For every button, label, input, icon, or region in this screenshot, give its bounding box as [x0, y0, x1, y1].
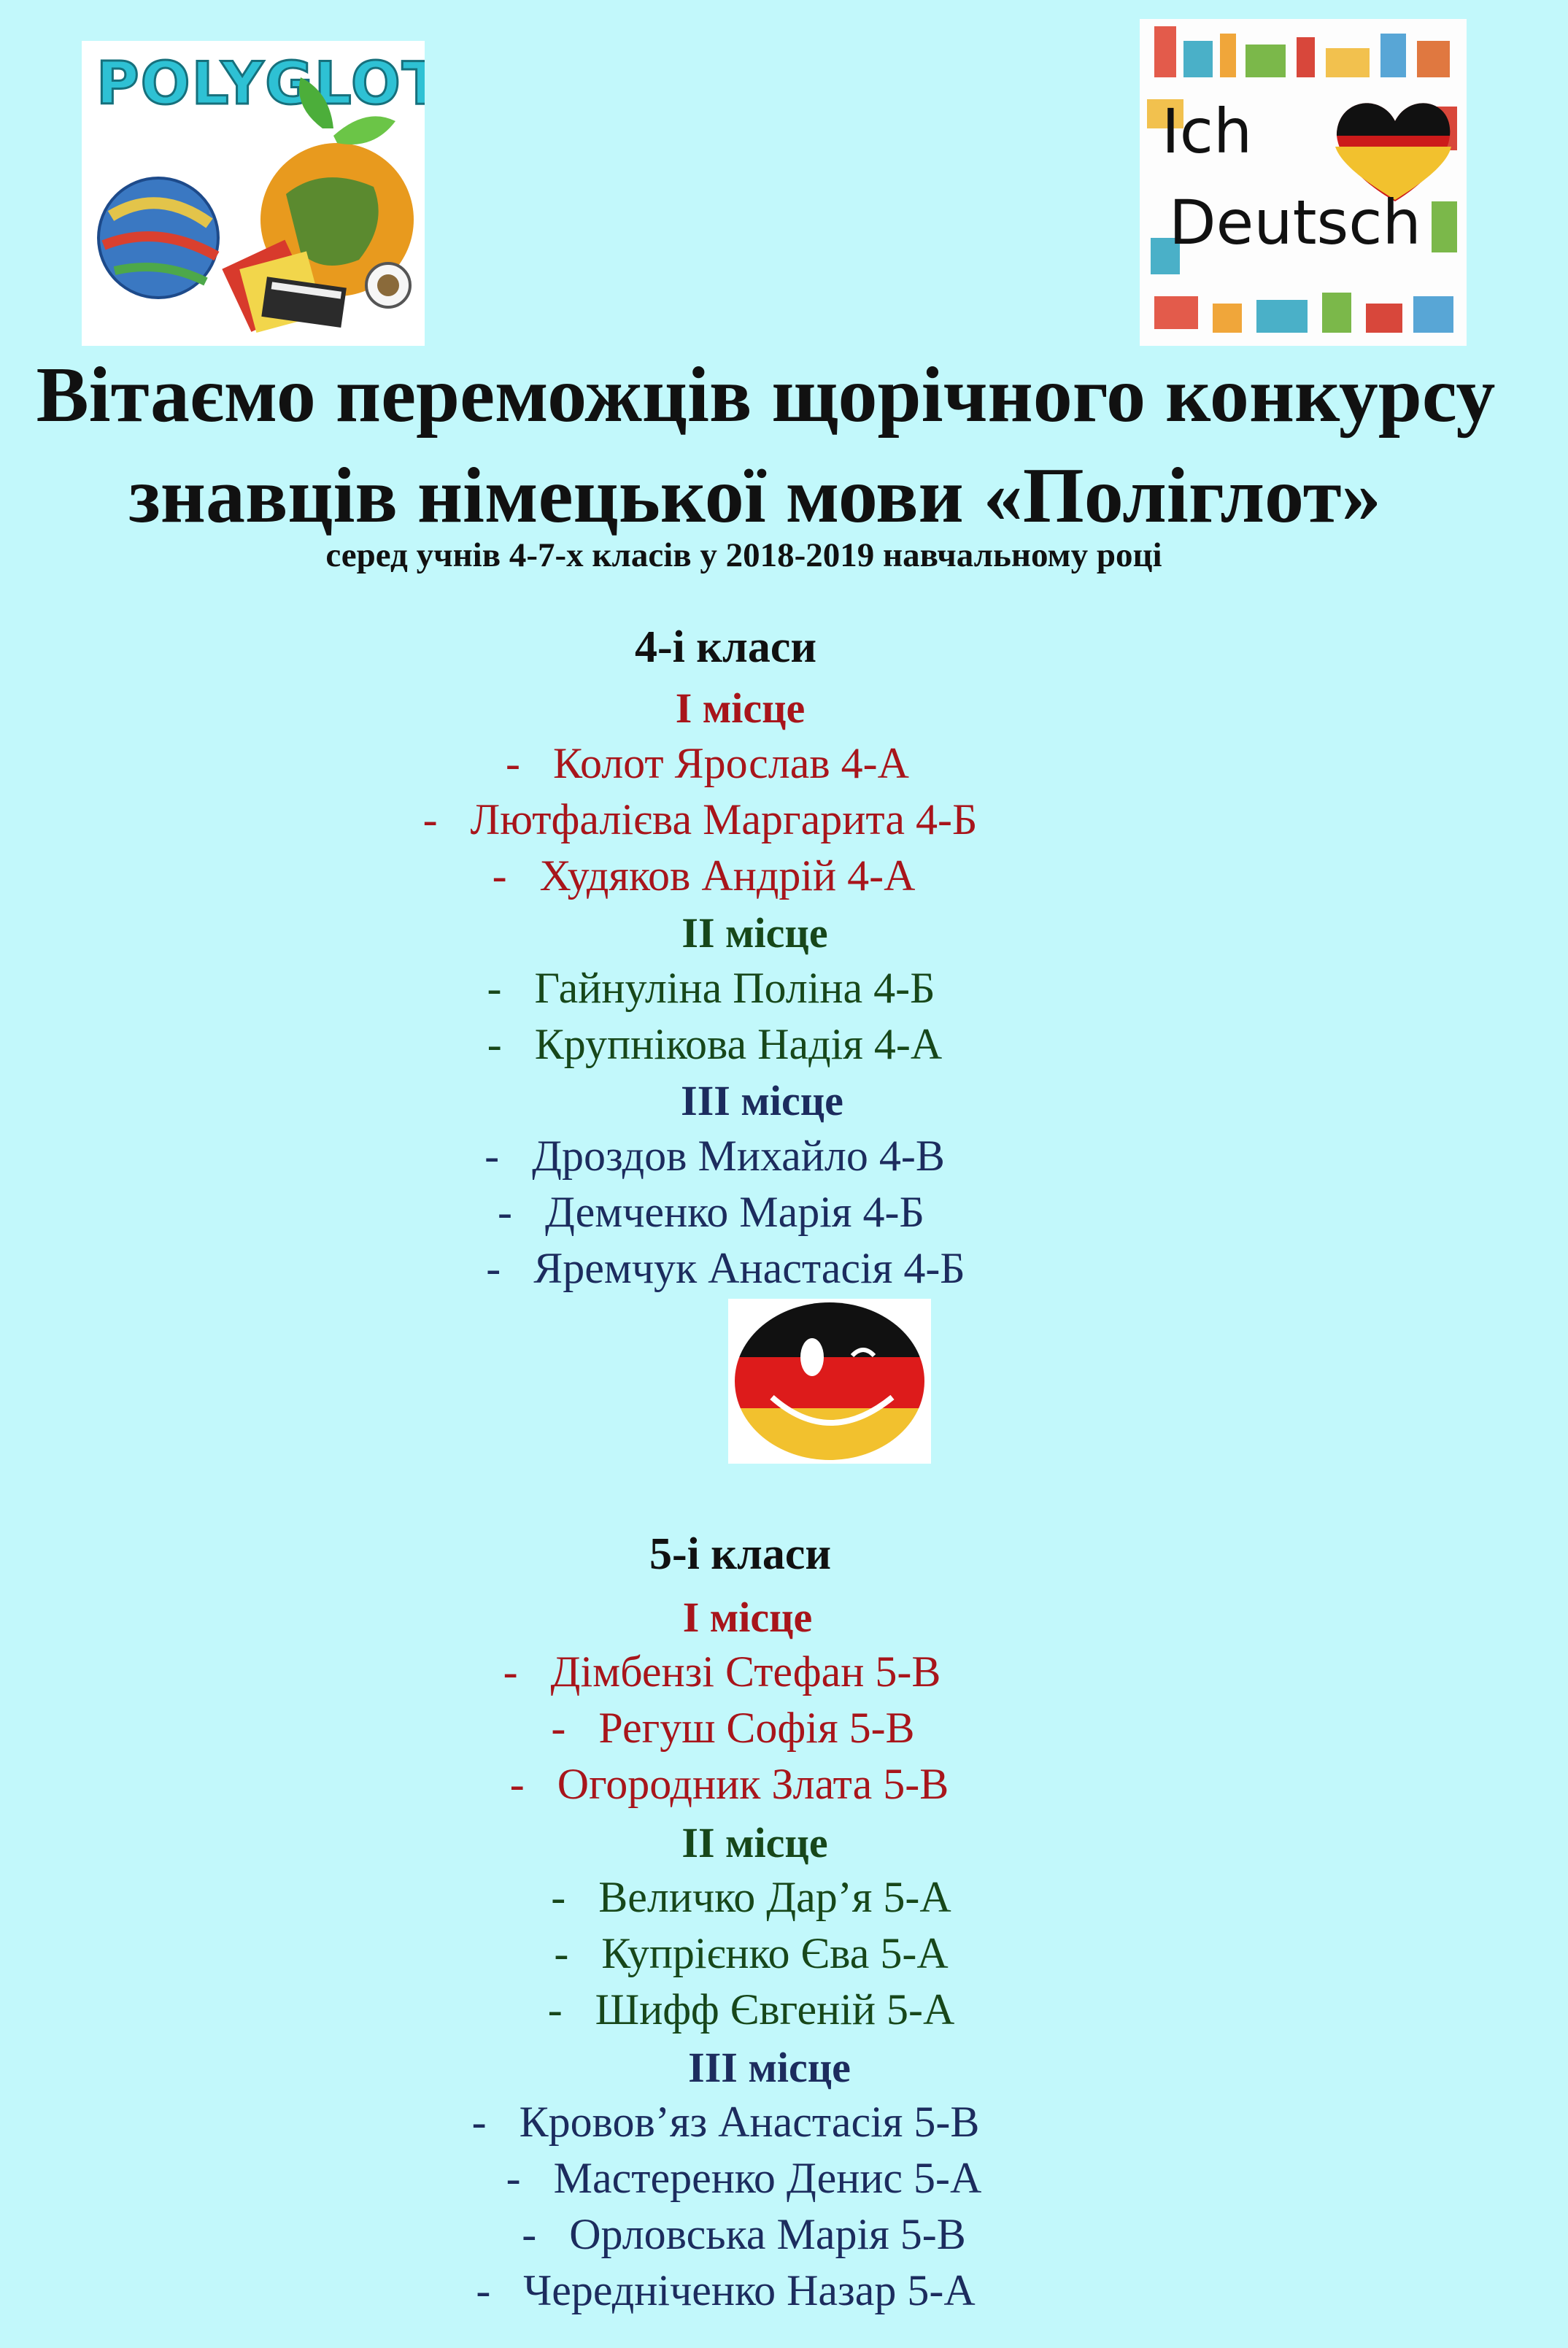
- place-label-first: I місце: [682, 1594, 813, 1641]
- deutsch-text: Deutsch: [1169, 187, 1421, 258]
- winner-entry: - Кровов’яз Анастасія 5-В: [471, 2098, 980, 2146]
- winner-entry: - Крупнікова Надія 4-А: [487, 1020, 943, 1068]
- winner-entry: - Величко Дар’я 5-А: [551, 1873, 951, 1921]
- german-flag-smiley-icon: [735, 1302, 924, 1460]
- place-label-third: III місце: [688, 2044, 851, 2091]
- polyglot-logo: POLYGLOT: [82, 41, 425, 346]
- page-subtitle: серед учнів 4-7-х класів у 2018-2019 нав…: [325, 536, 1162, 574]
- winner-entry: - Огородник Злата 5-В: [509, 1760, 949, 1808]
- winner-entry: - Купрієнко Єва 5-А: [554, 1929, 949, 1977]
- winner-entry: - Дроздов Михайло 4-В: [484, 1132, 945, 1180]
- place-label-third: III місце: [681, 1077, 843, 1124]
- travel-collage-icon: [1147, 26, 1457, 333]
- section-heading-grade5: 5-і класи: [649, 1529, 832, 1579]
- winner-entry: - Колот Ярослав 4-А: [506, 739, 909, 787]
- winner-entry: - Регуш Софія 5-В: [551, 1704, 915, 1752]
- winner-entry: - Орловська Марія 5-В: [522, 2210, 966, 2258]
- winner-entry: - Дімбензі Стефан 5-В: [503, 1648, 941, 1696]
- german-flag-smiley-image: [728, 1299, 931, 1464]
- winner-entry: - Яремчук Анастасія 4-Б: [486, 1244, 965, 1292]
- ich-deutsch-logo: Ich Deutsch: [1140, 19, 1467, 346]
- winner-entry: - Шифф Євгеній 5-А: [547, 1985, 955, 2034]
- place-label-second: II місце: [681, 1819, 828, 1866]
- winner-entry: - Мастеренко Денис 5-А: [506, 2154, 982, 2202]
- winner-entry: - Худяков Андрій 4-А: [492, 851, 916, 900]
- winner-entry: - Лютфалієва Маргарита 4-Б: [422, 795, 978, 843]
- place-label-first: I місце: [675, 684, 806, 732]
- winner-entry: - Демченко Марія 4-Б: [498, 1188, 924, 1236]
- page-title-line1: Вітаємо переможців щорічного конкурсу: [36, 352, 1496, 439]
- globe-and-books-icon: [97, 77, 414, 333]
- winner-entry: - Гайнуліна Поліна 4-Б: [487, 964, 935, 1012]
- polyglot-logo-text: POLYGLOT: [96, 49, 425, 119]
- winner-entry: - Чередніченко Назар 5-А: [476, 2266, 976, 2314]
- section-heading-grade4: 4-і класи: [634, 622, 817, 672]
- place-label-second: II місце: [681, 909, 828, 957]
- page-title-line2: знавців німецької мови «Поліглот»: [128, 452, 1381, 539]
- ich-text: Ich: [1162, 96, 1253, 167]
